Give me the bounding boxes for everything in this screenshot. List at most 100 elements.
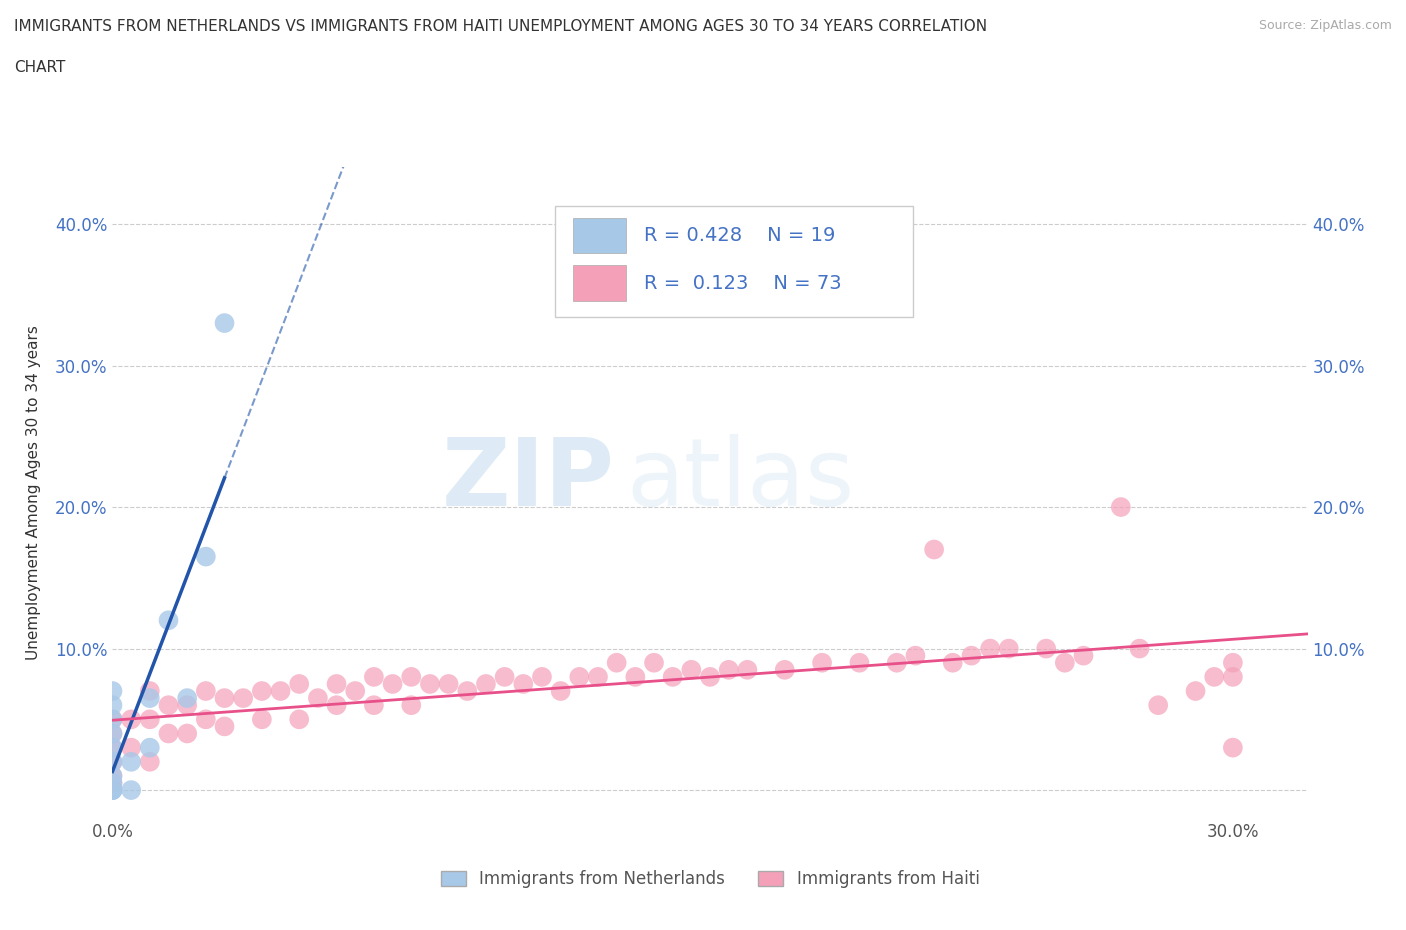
Point bbox=[101, 711, 124, 726]
Point bbox=[922, 542, 945, 557]
Point bbox=[157, 613, 180, 628]
Point bbox=[624, 670, 647, 684]
Point bbox=[101, 768, 124, 783]
Point bbox=[288, 676, 311, 691]
Point bbox=[194, 684, 217, 698]
Point bbox=[270, 684, 292, 698]
Point bbox=[1222, 670, 1244, 684]
Point bbox=[250, 684, 273, 698]
Text: ZIP: ZIP bbox=[441, 434, 614, 525]
Point bbox=[419, 676, 441, 691]
Point bbox=[344, 684, 367, 698]
Point bbox=[101, 783, 124, 798]
Point bbox=[139, 711, 162, 726]
Point bbox=[773, 662, 796, 677]
Point bbox=[307, 691, 329, 706]
Point bbox=[214, 691, 236, 706]
Point bbox=[512, 676, 534, 691]
Point bbox=[120, 754, 142, 769]
Point bbox=[101, 698, 124, 712]
Point bbox=[157, 698, 180, 712]
Point bbox=[1147, 698, 1170, 712]
Point bbox=[101, 726, 124, 741]
FancyBboxPatch shape bbox=[572, 265, 627, 301]
Point bbox=[194, 711, 217, 726]
Text: R =  0.123    N = 73: R = 0.123 N = 73 bbox=[644, 273, 842, 293]
Point bbox=[381, 676, 404, 691]
Point bbox=[363, 698, 385, 712]
Text: Source: ZipAtlas.com: Source: ZipAtlas.com bbox=[1258, 19, 1392, 32]
Point bbox=[101, 776, 124, 790]
Point bbox=[494, 670, 516, 684]
Point bbox=[139, 740, 162, 755]
Point bbox=[568, 670, 591, 684]
Point bbox=[606, 656, 628, 671]
Point bbox=[214, 719, 236, 734]
Point bbox=[437, 676, 460, 691]
Text: atlas: atlas bbox=[627, 434, 855, 525]
Point bbox=[101, 684, 124, 698]
Point bbox=[176, 691, 198, 706]
Point bbox=[960, 648, 983, 663]
Point bbox=[101, 783, 124, 798]
Point bbox=[120, 711, 142, 726]
Point bbox=[848, 656, 870, 671]
Point bbox=[998, 641, 1021, 656]
Point bbox=[176, 698, 198, 712]
Point bbox=[101, 768, 124, 783]
Point bbox=[101, 711, 124, 726]
Point bbox=[886, 656, 908, 671]
Point bbox=[456, 684, 478, 698]
Point bbox=[1053, 656, 1076, 671]
Point bbox=[942, 656, 965, 671]
FancyBboxPatch shape bbox=[572, 218, 627, 253]
Point bbox=[475, 676, 498, 691]
Point bbox=[643, 656, 665, 671]
Point bbox=[904, 648, 927, 663]
Point bbox=[101, 726, 124, 741]
Point bbox=[681, 662, 703, 677]
Point bbox=[1035, 641, 1057, 656]
Point bbox=[401, 670, 423, 684]
Point bbox=[530, 670, 553, 684]
Point bbox=[811, 656, 834, 671]
Point bbox=[1073, 648, 1095, 663]
Point bbox=[101, 754, 124, 769]
Point bbox=[1222, 740, 1244, 755]
Point bbox=[979, 641, 1001, 656]
Point bbox=[139, 754, 162, 769]
Point bbox=[101, 783, 124, 798]
Point bbox=[250, 711, 273, 726]
FancyBboxPatch shape bbox=[554, 206, 914, 317]
Point bbox=[101, 776, 124, 790]
Point bbox=[586, 670, 609, 684]
Point bbox=[325, 698, 347, 712]
Point bbox=[101, 754, 124, 769]
Point bbox=[737, 662, 759, 677]
Point bbox=[325, 676, 347, 691]
Point bbox=[401, 698, 423, 712]
Point bbox=[176, 726, 198, 741]
Y-axis label: Unemployment Among Ages 30 to 34 years: Unemployment Among Ages 30 to 34 years bbox=[27, 326, 41, 660]
Point bbox=[699, 670, 721, 684]
Point bbox=[139, 684, 162, 698]
Point bbox=[1222, 656, 1244, 671]
Text: CHART: CHART bbox=[14, 60, 66, 75]
Point bbox=[120, 783, 142, 798]
Point bbox=[120, 740, 142, 755]
Point bbox=[101, 740, 124, 755]
Point bbox=[1109, 499, 1132, 514]
Point bbox=[288, 711, 311, 726]
Point bbox=[550, 684, 572, 698]
Point bbox=[717, 662, 740, 677]
Point bbox=[1128, 641, 1150, 656]
Text: IMMIGRANTS FROM NETHERLANDS VS IMMIGRANTS FROM HAITI UNEMPLOYMENT AMONG AGES 30 : IMMIGRANTS FROM NETHERLANDS VS IMMIGRANT… bbox=[14, 19, 987, 33]
Text: R = 0.428    N = 19: R = 0.428 N = 19 bbox=[644, 226, 835, 246]
Point bbox=[1184, 684, 1206, 698]
Point bbox=[214, 315, 236, 330]
Point bbox=[194, 549, 217, 564]
Point bbox=[363, 670, 385, 684]
Legend: Immigrants from Netherlands, Immigrants from Haiti: Immigrants from Netherlands, Immigrants … bbox=[434, 863, 986, 895]
Point bbox=[157, 726, 180, 741]
Point bbox=[139, 691, 162, 706]
